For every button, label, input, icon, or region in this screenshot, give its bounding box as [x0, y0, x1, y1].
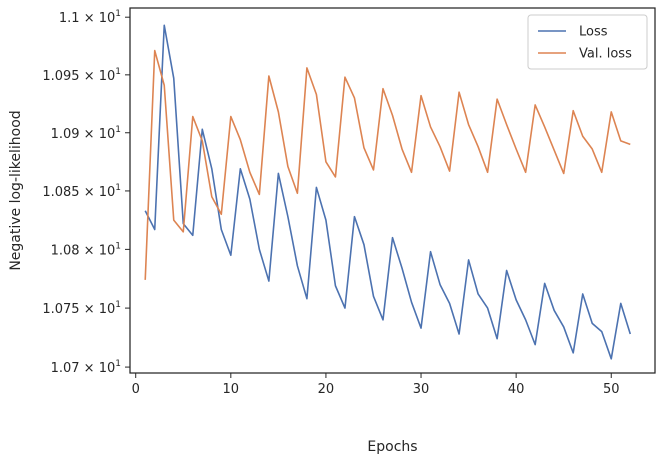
y-tick-label: 1.09 × 101 — [51, 125, 121, 142]
y-axis: 1.07 × 101 1.075 × 101 1.08 × 101 1.085 × 1… — [42, 9, 130, 376]
x-tick-label: 40 — [508, 382, 525, 397]
y-tick-label: 1.085 × 101 — [42, 183, 121, 200]
y-tick-label: 1.07 × 101 — [51, 359, 121, 376]
y-tick-label: 1.095 × 101 — [42, 67, 121, 84]
series-line-0 — [144, 24, 632, 360]
y-tick-label: 1.08 × 101 — [51, 241, 121, 258]
x-tick-label: 30 — [413, 382, 430, 397]
x-axis: 0 10 20 30 40 50 — [132, 373, 620, 397]
x-tick-label: 0 — [132, 382, 140, 397]
y-axis-label: Negative log-likelihood — [8, 110, 24, 270]
legend-label-val-loss: Val. loss — [579, 47, 632, 62]
x-tick-label: 20 — [318, 382, 335, 397]
legend-label-loss: Loss — [579, 25, 608, 40]
legend-box — [527, 14, 648, 70]
legend: Loss Val. loss — [527, 14, 648, 70]
series-layer — [144, 24, 632, 360]
y-tick-label: 1.1 × 101 — [59, 9, 121, 26]
x-tick-label: 50 — [603, 382, 620, 397]
y-tick-label: 1.075 × 101 — [42, 300, 121, 317]
series-line-1 — [144, 49, 631, 280]
x-tick-label: 10 — [223, 382, 240, 397]
x-axis-label: Epochs — [367, 439, 417, 455]
